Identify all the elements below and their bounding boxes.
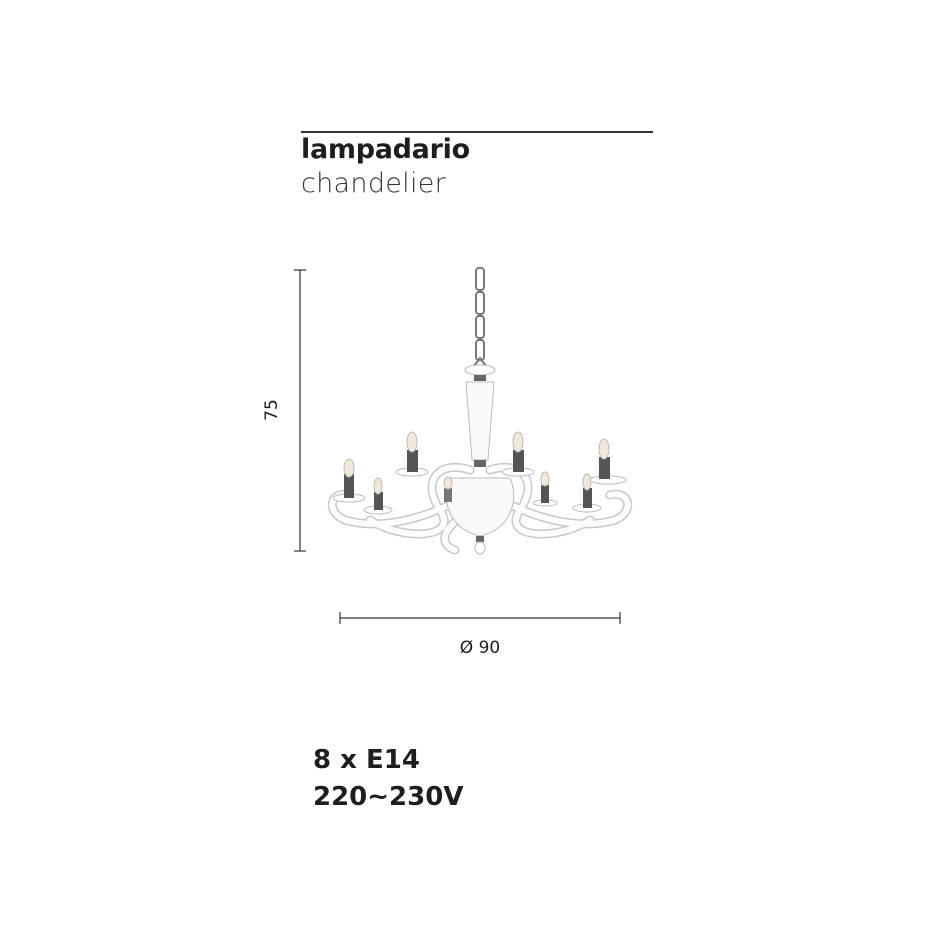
chain — [473, 267, 487, 367]
voltage-spec: 220~230V — [313, 782, 464, 812]
chandelier-image — [327, 267, 633, 555]
diameter-label: Ø 90 — [459, 638, 501, 658]
height-dimension-line — [294, 269, 306, 552]
product-title-italian: lampadario — [301, 134, 470, 165]
product-title-english: chandelier — [301, 168, 447, 199]
height-label: 75 — [262, 399, 282, 421]
header-rule — [301, 131, 653, 133]
bulb-spec: 8 x E14 — [313, 745, 420, 775]
width-dimension-line — [339, 612, 621, 624]
candles — [332, 431, 627, 515]
